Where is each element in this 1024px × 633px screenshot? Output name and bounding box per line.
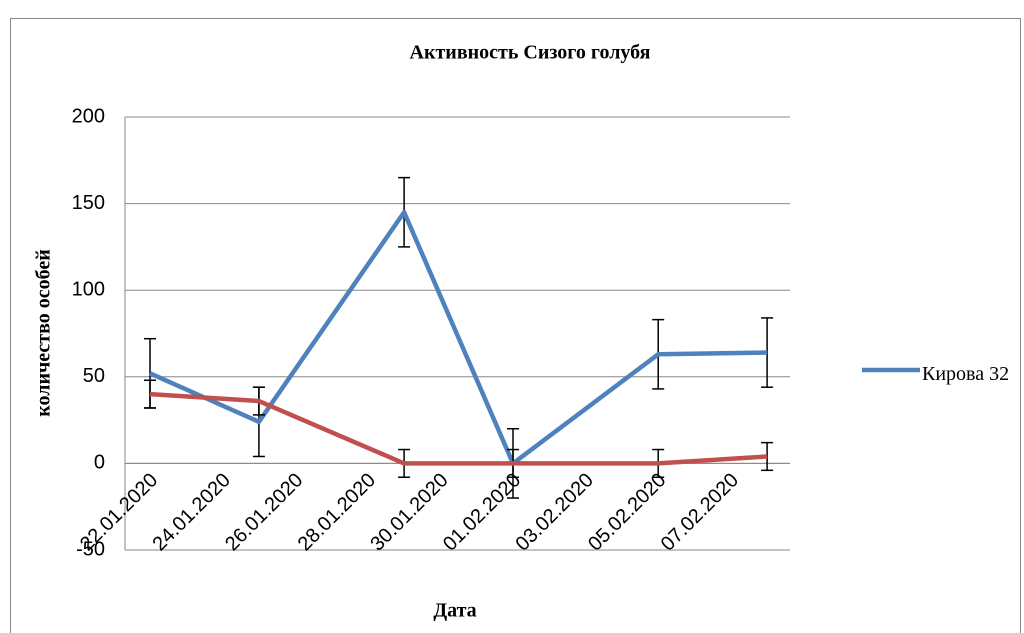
y-tick-label: 0 — [94, 452, 105, 474]
y-axis-label: количество особей — [33, 249, 55, 417]
chart-border — [10, 18, 1021, 633]
series-line — [149, 210, 768, 466]
series-line — [149, 391, 768, 466]
y-tick-label: 200 — [72, 105, 105, 127]
chart-title: Активность Сизого голубя — [410, 42, 651, 64]
legend-label: Кирова 32 — [922, 363, 1010, 385]
y-tick-label: 150 — [72, 192, 105, 214]
y-tick-label: 50 — [83, 365, 105, 387]
y-tick-label: 100 — [72, 278, 105, 300]
y-tick-label: -50 — [76, 538, 105, 560]
x-axis-label: Дата — [433, 600, 476, 622]
